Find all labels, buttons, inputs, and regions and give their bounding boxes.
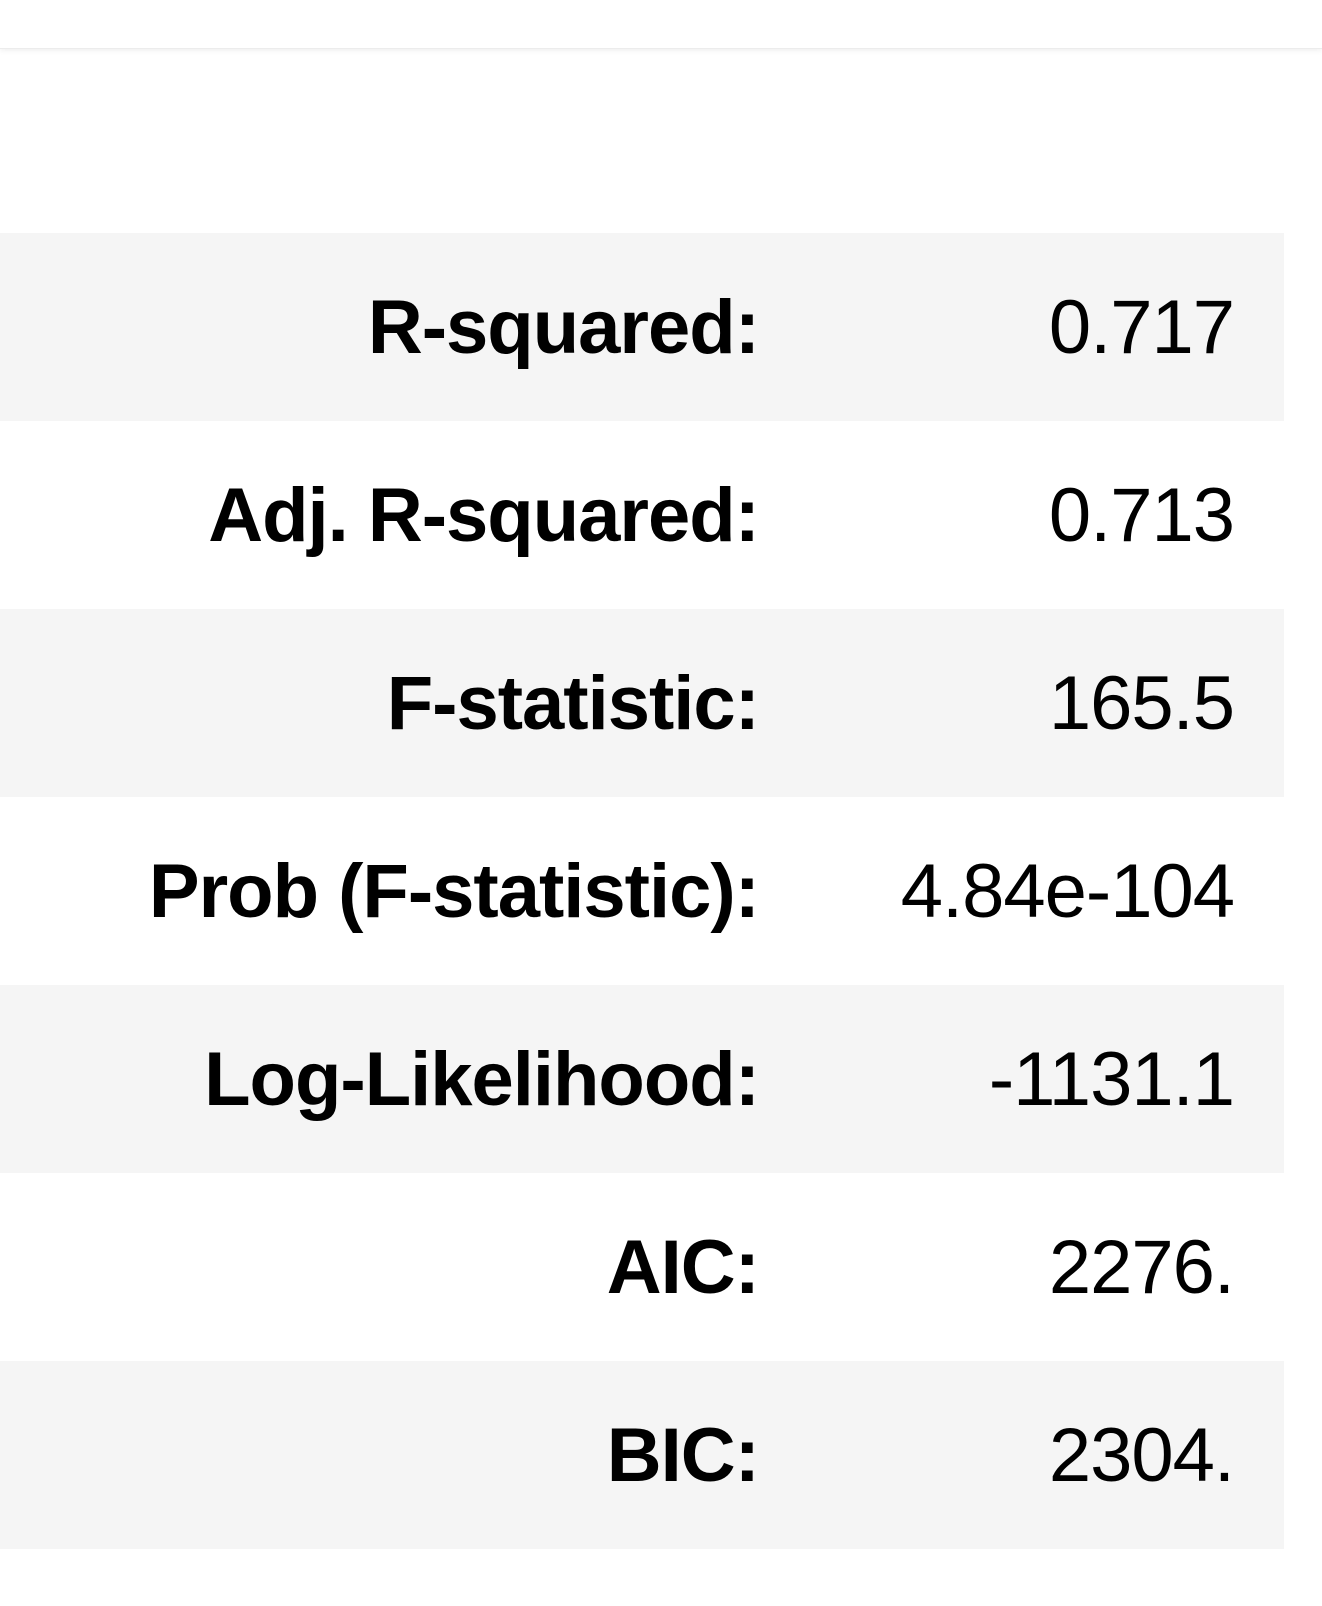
stats-table-body: R-squared: 0.717 Adj. R-squared: 0.713 F… bbox=[0, 233, 1284, 1549]
table-row: Prob (F-statistic): 4.84e-104 bbox=[0, 797, 1284, 985]
table-row: AIC: 2276. bbox=[0, 1173, 1284, 1361]
table-row: F-statistic: 165.5 bbox=[0, 609, 1284, 797]
stat-value-log-likelihood: -1131.1 bbox=[988, 1036, 1235, 1122]
stat-value-adj-r-squared: 0.713 bbox=[1048, 472, 1235, 558]
stat-label-f-statistic: F-statistic: bbox=[386, 660, 760, 746]
stat-value-prob-f-statistic: 4.84e-104 bbox=[900, 848, 1235, 934]
table-row: R-squared: 0.717 bbox=[0, 233, 1284, 421]
table-row: BIC: 2304. bbox=[0, 1361, 1284, 1549]
stat-label-r-squared: R-squared: bbox=[367, 284, 760, 370]
table-row: Log-Likelihood: -1131.1 bbox=[0, 985, 1284, 1173]
stat-value-r-squared: 0.717 bbox=[1048, 284, 1235, 370]
stat-label-bic: BIC: bbox=[606, 1412, 760, 1498]
stat-label-adj-r-squared: Adj. R-squared: bbox=[208, 472, 760, 558]
stat-value-f-statistic: 165.5 bbox=[1048, 660, 1235, 746]
stat-label-prob-f-statistic: Prob (F-statistic): bbox=[148, 848, 760, 934]
stat-value-bic: 2304. bbox=[1048, 1412, 1235, 1498]
regression-stats-table: R-squared: 0.717 Adj. R-squared: 0.713 F… bbox=[0, 233, 1284, 1549]
stat-label-log-likelihood: Log-Likelihood: bbox=[204, 1036, 760, 1122]
top-toolbar-strip bbox=[0, 0, 1322, 49]
table-row: Adj. R-squared: 0.713 bbox=[0, 421, 1284, 609]
stat-label-aic: AIC: bbox=[606, 1224, 760, 1310]
stat-value-aic: 2276. bbox=[1048, 1224, 1235, 1310]
